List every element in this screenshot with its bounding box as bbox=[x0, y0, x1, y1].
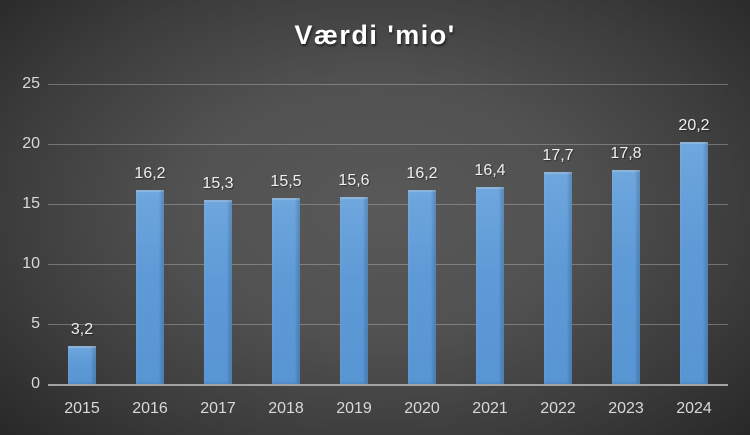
x-axis-tick-label: 2016 bbox=[132, 400, 168, 417]
x-axis-tick-label: 2017 bbox=[200, 400, 236, 417]
bar-value-label: 15,6 bbox=[338, 171, 370, 189]
bar-2022 bbox=[544, 171, 572, 384]
x-axis-tick-label: 2024 bbox=[676, 400, 712, 417]
bar-value-label: 17,7 bbox=[542, 146, 574, 164]
x-axis-tick-label: 2020 bbox=[404, 400, 440, 417]
bar-2020 bbox=[408, 189, 436, 384]
bar-value-label: 3,2 bbox=[70, 320, 94, 338]
gridline-25 bbox=[48, 84, 728, 85]
x-axis-tick-label: 2019 bbox=[336, 400, 372, 417]
x-axis-tick-label: 2021 bbox=[472, 400, 508, 417]
gridline-5 bbox=[48, 324, 728, 325]
bar-2015 bbox=[68, 345, 96, 384]
y-axis-tick-label: 5 bbox=[31, 315, 40, 332]
bar-value-label: 20,2 bbox=[678, 116, 710, 134]
y-axis-tick-label: 15 bbox=[22, 195, 40, 212]
x-axis-tick-label: 2018 bbox=[268, 400, 304, 417]
bar-2024 bbox=[680, 141, 708, 384]
chart-title: Værdi 'mio' bbox=[294, 20, 456, 50]
gridline-15 bbox=[48, 204, 728, 205]
bar-value-label: 17,8 bbox=[610, 145, 642, 163]
y-axis-tick-label: 25 bbox=[22, 75, 40, 92]
bar-value-label: 15,5 bbox=[270, 173, 302, 190]
y-axis-tick-label: 0 bbox=[31, 375, 40, 392]
bar-value-label: 16,4 bbox=[474, 162, 506, 180]
bar-2019 bbox=[340, 196, 368, 384]
bar-2017 bbox=[204, 200, 232, 384]
y-axis-tick-label: 20 bbox=[22, 135, 40, 152]
bar-value-label: 16,2 bbox=[406, 164, 438, 182]
bar-2023 bbox=[612, 170, 640, 384]
gridline-20 bbox=[48, 144, 728, 145]
gridline-10 bbox=[48, 264, 728, 265]
bar-2021 bbox=[476, 187, 504, 384]
bar-2018 bbox=[272, 198, 300, 384]
x-axis-tick-label: 2023 bbox=[608, 400, 644, 417]
x-axis-tick-label: 2022 bbox=[540, 400, 576, 417]
x-axis-tick-label: 2015 bbox=[64, 400, 100, 417]
y-axis-tick-label: 10 bbox=[22, 255, 40, 272]
bar-value-label: 15,3 bbox=[202, 175, 234, 193]
x-axis-line bbox=[48, 384, 728, 386]
bar-2016 bbox=[136, 189, 164, 384]
bar-value-label: 16,2 bbox=[134, 164, 166, 182]
